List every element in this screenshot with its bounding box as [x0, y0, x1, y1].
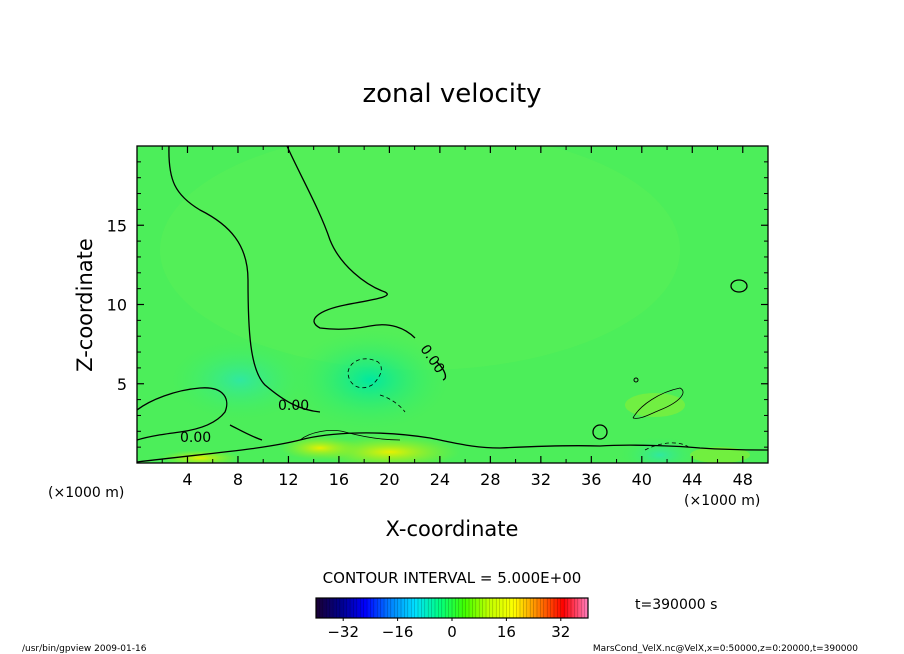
footer-right: MarsCond_VelX.nc@VelX,x=0:50000,z=0:2000… — [593, 644, 858, 654]
heatmap-field — [137, 146, 768, 463]
colorbar-tick-label: 0 — [447, 623, 457, 641]
x-tick-label: 32 — [531, 470, 551, 489]
x-tick-label: 36 — [581, 470, 601, 489]
x-tick-label: 24 — [430, 470, 450, 489]
x-axis-unit: (×1000 m) — [684, 493, 760, 509]
colorbar-tick-label: 16 — [497, 623, 516, 641]
x-tick-label: 20 — [379, 470, 399, 489]
colorbar-tick-label: −32 — [327, 623, 359, 641]
x-tick-label: 16 — [329, 470, 349, 489]
x-tick-label: 12 — [278, 470, 298, 489]
y-axis-unit: (×1000 m) — [48, 485, 124, 501]
time-label: t=390000 s — [635, 597, 717, 613]
y-tick-label: 5 — [117, 375, 127, 394]
colorbar-gradient — [316, 598, 588, 618]
colorbar-tick-label: −16 — [382, 623, 414, 641]
y-axis-label: Z-coordinate — [73, 238, 97, 372]
contour-interval-label: CONTOUR INTERVAL = 5.000E+00 — [323, 569, 582, 587]
x-tick-label: 44 — [682, 470, 702, 489]
footer-left: /usr/bin/gpview 2009-01-16 — [22, 644, 147, 654]
contour-label: 0.00 — [278, 398, 309, 414]
colorbar: −32 −16 0 16 32 — [315, 597, 589, 641]
y-axis: 5 10 15 — [107, 161, 768, 448]
contour-label: 0.00 — [180, 430, 211, 446]
x-tick-label: 4 — [182, 470, 192, 489]
colorbar-tick-label: 32 — [551, 623, 570, 641]
y-tick-label: 15 — [107, 216, 127, 235]
x-tick-label: 48 — [733, 470, 753, 489]
x-tick-label: 40 — [632, 470, 652, 489]
x-tick-label: 8 — [233, 470, 243, 489]
x-tick-label: 28 — [480, 470, 500, 489]
contour-lines — [137, 146, 768, 463]
x-axis: 4 8 12 16 20 24 28 32 36 40 44 48 — [161, 146, 753, 489]
y-tick-label: 10 — [107, 296, 127, 315]
x-axis-label: X-coordinate — [386, 517, 519, 541]
chart-title: zonal velocity — [362, 79, 541, 109]
